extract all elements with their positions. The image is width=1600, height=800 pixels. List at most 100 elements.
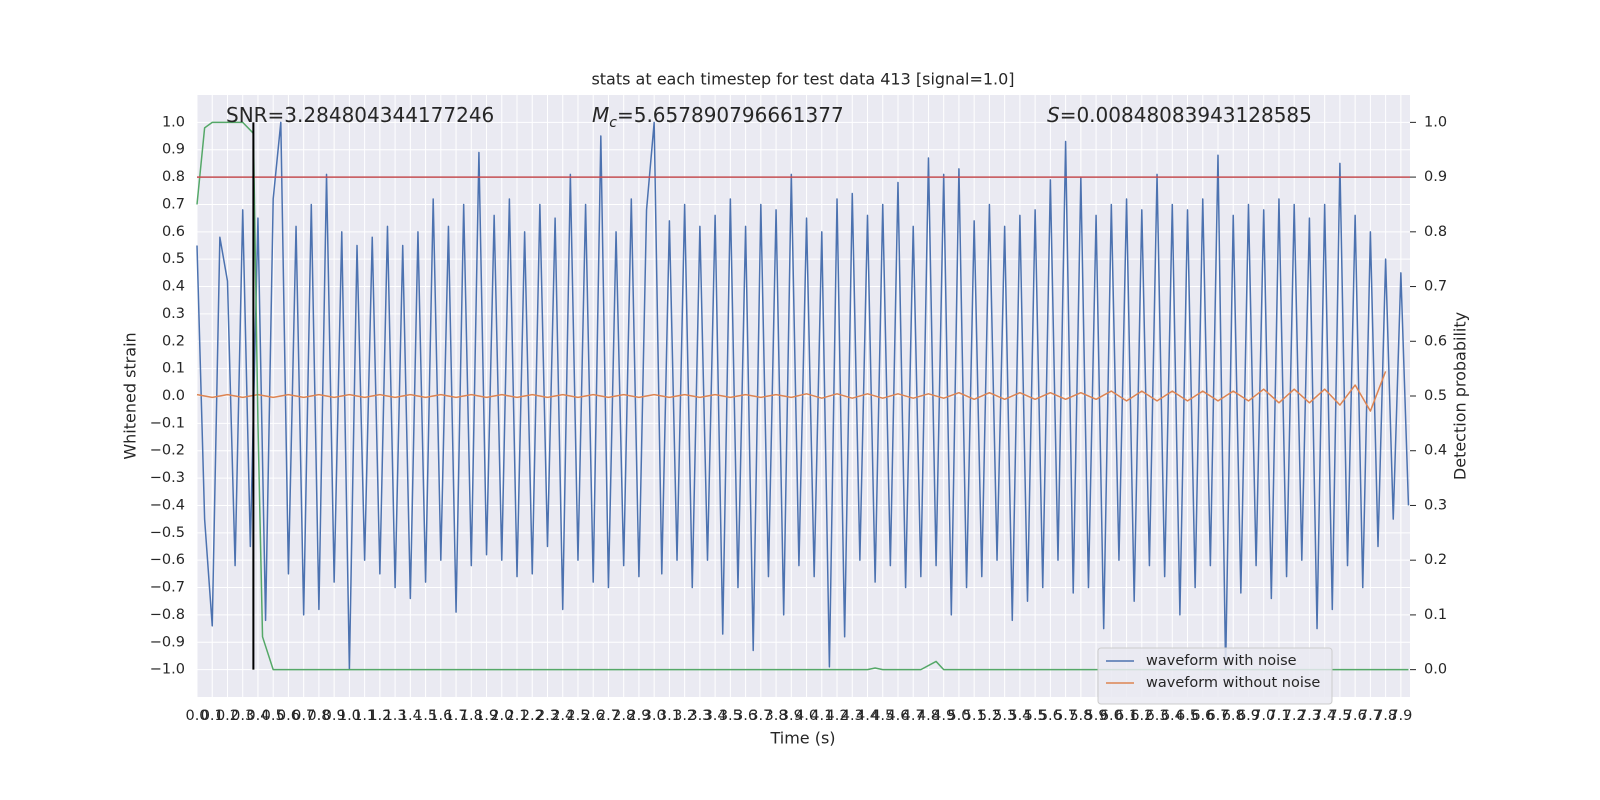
y-tick-label: −0.2 xyxy=(150,443,185,459)
x-tick-label: 2.8 xyxy=(612,708,635,724)
x-tick-label: 2.0 xyxy=(490,708,513,724)
y2-tick-label: 0.1 xyxy=(1424,607,1447,623)
x-tick-label: 7.8 xyxy=(1374,708,1397,724)
x-tick-label: 7.4 xyxy=(1313,708,1336,724)
y2-tick-label: 0.2 xyxy=(1424,552,1447,568)
x-tick-label: 7.7 xyxy=(1359,708,1382,724)
legend-label: waveform without noise xyxy=(1146,675,1320,691)
x-tick-label: 0.3 xyxy=(231,708,254,724)
y-tick-label: −0.6 xyxy=(150,552,185,568)
x-tick-label: 3.9 xyxy=(780,708,803,724)
y2-tick-label: 0.7 xyxy=(1424,279,1447,295)
y-tick-label: 0.2 xyxy=(162,333,185,349)
chart-title: stats at each timestep for test data 413… xyxy=(591,70,1014,89)
x-tick-label: 7.1 xyxy=(1267,708,1290,724)
x-tick-label: 0.8 xyxy=(307,708,330,724)
x-tick-label: 5.7 xyxy=(1054,708,1077,724)
x-tick-label: 3.2 xyxy=(673,708,696,724)
y-tick-label: 0.4 xyxy=(162,279,185,295)
x-axis-label: Time (s) xyxy=(769,729,835,748)
y-tick-label: 0.7 xyxy=(162,196,185,212)
x-tick-label: 6.1 xyxy=(1115,708,1138,724)
x-tick-label: 5.9 xyxy=(1085,708,1108,724)
y-tick-label: −0.8 xyxy=(150,607,185,623)
x-tick-label: 4.8 xyxy=(917,708,940,724)
annotation-part: =5.657890796661377 xyxy=(617,103,844,127)
x-tick-label: 6.3 xyxy=(1146,708,1169,724)
x-tick-label: 0.5 xyxy=(262,708,285,724)
y-tick-label: 0.0 xyxy=(162,388,185,404)
legend-box xyxy=(1097,647,1333,705)
x-tick-label: 0.0 xyxy=(185,708,208,724)
x-tick-label: 1.3 xyxy=(384,708,407,724)
x-tick-label: 2.1 xyxy=(505,708,528,724)
x-tick-label: 7.0 xyxy=(1252,708,1275,724)
x-tick-label: 0.2 xyxy=(216,708,239,724)
x-tick-label: 6.9 xyxy=(1237,708,1260,724)
annotation-part: S xyxy=(1047,103,1060,127)
x-tick-label: 3.7 xyxy=(749,708,772,724)
series-line xyxy=(196,121,1410,671)
x-tick-label: 3.8 xyxy=(765,708,788,724)
annotation-part: =0.00848083943128585 xyxy=(1060,103,1312,127)
y2-tick-label: 1.0 xyxy=(1424,114,1447,130)
x-tick-label: 1.9 xyxy=(475,708,498,724)
x-tick-label: 0.1 xyxy=(201,708,224,724)
y2-tick-label: 0.9 xyxy=(1424,169,1447,185)
y-tick-label: −1.0 xyxy=(150,662,185,678)
y2-tick-label: 0.8 xyxy=(1424,224,1447,240)
x-tick-label: 5.0 xyxy=(947,708,970,724)
y-tick-label: −0.9 xyxy=(150,634,185,650)
y-tick-label: 0.6 xyxy=(162,224,185,240)
x-tick-label: 5.3 xyxy=(993,708,1016,724)
x-tick-label: 7.2 xyxy=(1283,708,1306,724)
y-tick-label: 1.0 xyxy=(162,114,185,130)
x-tick-label: 5.2 xyxy=(978,708,1001,724)
annotation-part: M xyxy=(592,103,609,127)
x-tick-label: 6.8 xyxy=(1222,708,1245,724)
y-tick-label: −0.4 xyxy=(150,497,185,513)
annotation-part: c xyxy=(609,115,617,131)
x-tick-label: 7.6 xyxy=(1344,708,1367,724)
annotation: SNR=3.284804344177246 xyxy=(226,103,494,127)
x-tick-label: 6.7 xyxy=(1206,708,1229,724)
x-tick-label: 6.0 xyxy=(1100,708,1123,724)
x-tick-label: 3.0 xyxy=(643,708,666,724)
x-tick-label: 1.8 xyxy=(460,708,483,724)
y2-tick-label: 0.4 xyxy=(1424,443,1447,459)
x-tick-label: 5.4 xyxy=(1008,708,1031,724)
y-tick-label: −0.5 xyxy=(150,525,185,541)
x-tick-label: 1.7 xyxy=(445,708,468,724)
annotation-part: SNR=3.284804344177246 xyxy=(226,103,494,127)
x-tick-label: 0.4 xyxy=(246,708,269,724)
overlay: 0.0 0.1 0.2 0.3 0.4 0.5 0.6 0.7 0.8 0.9 1.0 SNR=3.2… xyxy=(197,103,1447,705)
x-tick-label: 2.3 xyxy=(536,708,559,724)
x-tick-label: 2.6 xyxy=(582,708,605,724)
x-tick-label: 1.6 xyxy=(429,708,452,724)
annotation: Mc=5.657890796661377 xyxy=(592,103,844,131)
x-tick-label: 3.1 xyxy=(658,708,681,724)
x-tick-label: 6.2 xyxy=(1130,708,1153,724)
x-tick-label: 0.6 xyxy=(277,708,300,724)
x-tick-label: 5.1 xyxy=(963,708,986,724)
x-tick-label: 3.6 xyxy=(734,708,757,724)
x-tick-label: 1.0 xyxy=(338,708,361,724)
y-tick-label: −0.3 xyxy=(150,470,185,486)
x-tick-label: 1.4 xyxy=(399,708,422,724)
x-tick-label: 3.5 xyxy=(719,708,742,724)
x-tick-label: 1.1 xyxy=(353,708,376,724)
x-tick-label: 7.5 xyxy=(1328,708,1351,724)
y-tick-label: 0.8 xyxy=(162,169,185,185)
grid: 0.00.10.20.30.40.50.60.70.80.91.01.11.21… xyxy=(150,95,1412,724)
x-tick-label: 2.9 xyxy=(627,708,650,724)
series-line xyxy=(196,371,1387,412)
y2-axis-label: Detection probability xyxy=(1451,312,1470,480)
y2-tick-label: 0.3 xyxy=(1424,497,1447,513)
x-tick-label: 1.2 xyxy=(368,708,391,724)
x-tick-label: 3.4 xyxy=(704,708,727,724)
y-tick-label: −0.7 xyxy=(150,580,185,596)
x-tick-label: 5.6 xyxy=(1039,708,1062,724)
y-axis-label: Whitened strain xyxy=(121,332,140,459)
x-tick-label: 4.2 xyxy=(825,708,848,724)
